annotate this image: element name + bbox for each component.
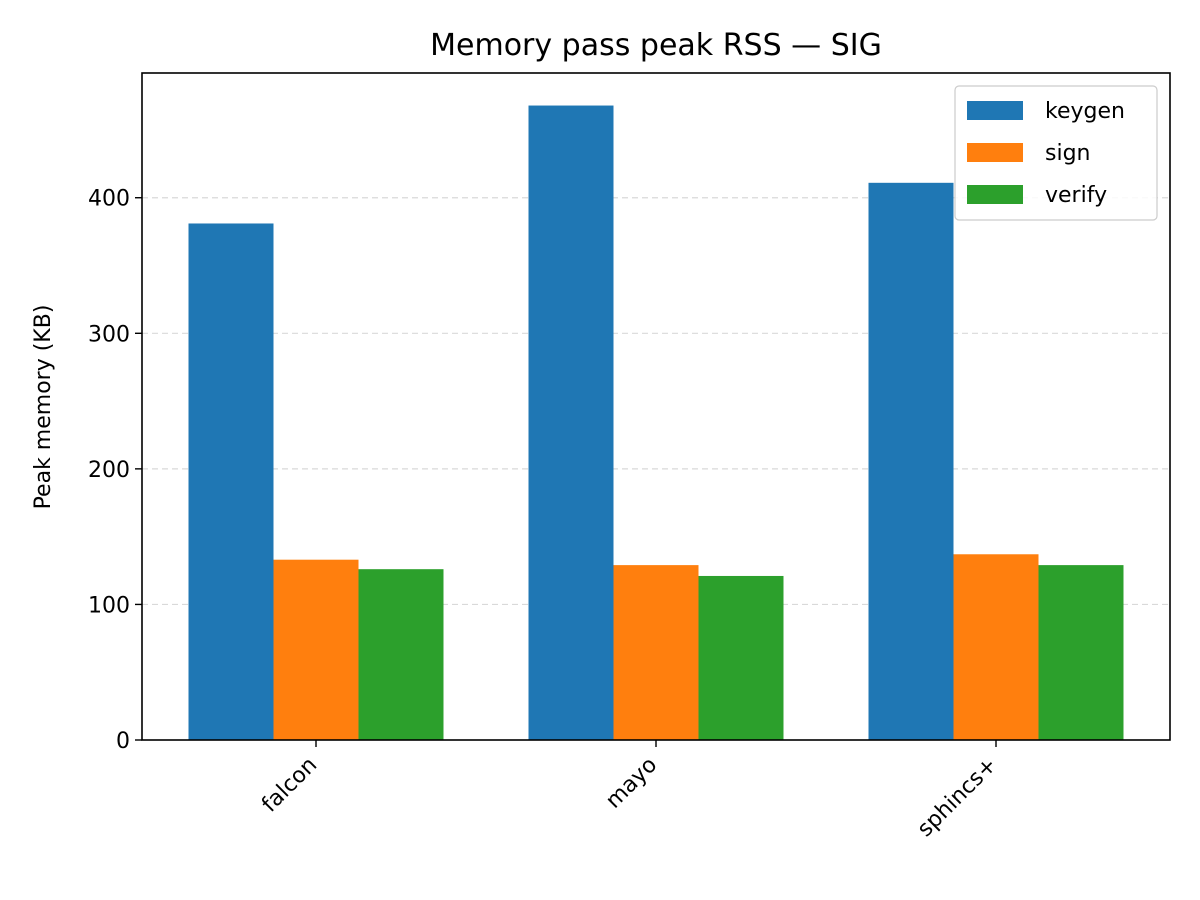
legend-label-verify: verify <box>1045 183 1107 208</box>
bar-keygen-mayo <box>528 105 614 741</box>
bar-sign-falcon <box>273 559 359 740</box>
bar-keygen-sphincs+ <box>868 182 954 740</box>
y-tick-label: 0 <box>116 729 130 754</box>
bar-verify-sphincs+ <box>1038 565 1124 740</box>
x-tick-label: falcon <box>257 753 322 818</box>
y-tick-label: 200 <box>88 458 130 483</box>
y-tick-label: 300 <box>88 322 130 347</box>
y-tick-label: 100 <box>88 593 130 618</box>
y-axis: 0 100 200 300 400 <box>88 187 142 754</box>
legend-swatch-verify <box>967 185 1023 204</box>
legend-swatch-sign <box>967 143 1023 162</box>
legend: keygen sign verify <box>954 85 1158 221</box>
y-tick-label: 400 <box>88 187 130 212</box>
bar-keygen-falcon <box>188 223 274 741</box>
bar-verify-falcon <box>358 569 444 740</box>
chart-title: Memory pass peak RSS — SIG <box>430 28 882 63</box>
y-axis-label: Peak memory (KB) <box>31 305 56 510</box>
grid-lines <box>142 197 1170 606</box>
x-tick-label: mayo <box>601 753 662 814</box>
bars-group <box>188 105 1124 741</box>
bar-sign-mayo <box>613 565 699 740</box>
legend-label-keygen: keygen <box>1045 99 1125 124</box>
x-tick-label: sphincs+ <box>913 753 1002 842</box>
bar-verify-mayo <box>698 575 784 740</box>
legend-swatch-keygen <box>967 101 1023 120</box>
x-axis: falcon mayo sphincs+ <box>257 740 1002 842</box>
bar-sign-sphincs+ <box>953 554 1039 740</box>
legend-label-sign: sign <box>1045 141 1090 166</box>
